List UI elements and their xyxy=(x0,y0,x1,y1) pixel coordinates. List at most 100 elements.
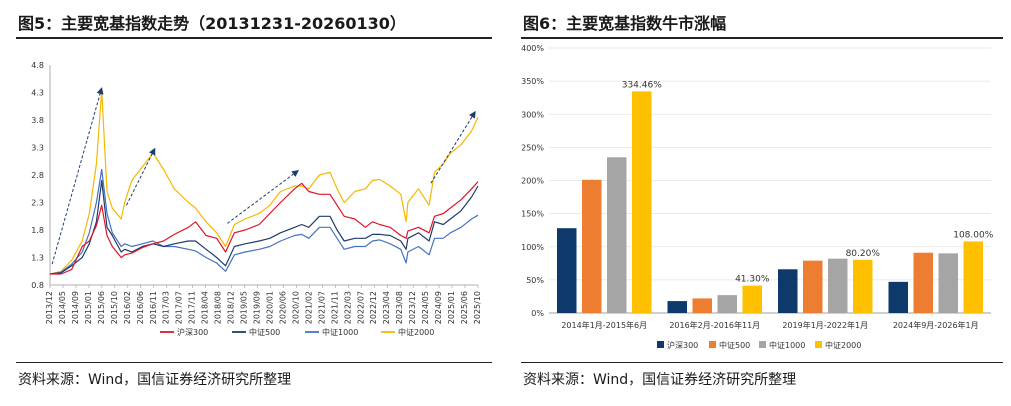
y-tick-label: 200% xyxy=(521,177,544,186)
y-tick-label: 350% xyxy=(521,77,544,86)
zz2000-line xyxy=(49,89,479,275)
x-tick-label: 2021/02 xyxy=(304,291,313,324)
bar xyxy=(667,301,687,313)
x-tick-label: 2014/05 xyxy=(58,291,67,324)
bar xyxy=(582,179,602,313)
legend-swatch xyxy=(657,341,664,348)
category-label: 2019年1月-2022年1月 xyxy=(782,320,868,330)
x-tick-label: 2025/06 xyxy=(460,291,469,324)
bar xyxy=(913,252,933,313)
trend-arrow xyxy=(227,170,299,224)
data-label: 80.20% xyxy=(846,249,881,259)
x-tick-label: 2021/11 xyxy=(330,291,339,324)
bar xyxy=(963,241,983,313)
y-tick-label: 3.3 xyxy=(31,144,44,153)
trend-arrow xyxy=(430,110,476,184)
line-chart: 0.8 1.3 1.8 2.3 2.8 3.3 3.8 4.3 4.8 2013/12 2014/0… xyxy=(31,61,482,337)
x-tick-label: 2017/11 xyxy=(188,291,197,324)
bar xyxy=(607,157,627,313)
legend-label: 中证1000 xyxy=(769,340,805,350)
left-source-rule xyxy=(16,362,492,363)
x-tick-label: 2025/01 xyxy=(447,291,456,324)
y-tick-label: 2.3 xyxy=(31,199,44,208)
bar xyxy=(742,285,762,313)
x-tick-label: 2014/09 xyxy=(71,291,80,324)
legend-swatch xyxy=(815,341,822,348)
x-tick-label: 2018/08 xyxy=(214,291,223,324)
x-tick-label: 2019/09 xyxy=(253,291,262,324)
x-tick-label: 2013/12 xyxy=(45,291,54,324)
x-tick-label: 2024/05 xyxy=(421,291,430,324)
x-tick-label: 2020/01 xyxy=(265,291,274,324)
y-tick-label: 4.3 xyxy=(31,89,44,98)
bar xyxy=(803,260,823,313)
bar xyxy=(888,281,908,313)
x-tick-label: 2017/07 xyxy=(175,291,184,324)
trend-arrow xyxy=(126,147,156,206)
x-tick-label: 2015/10 xyxy=(110,291,119,324)
right-source-rule xyxy=(521,362,1003,363)
data-label: 108.00% xyxy=(953,230,993,240)
zz1000-line xyxy=(49,168,479,275)
x-tick-label: 2018/04 xyxy=(201,291,210,324)
x-tick-label: 2016/11 xyxy=(149,291,158,324)
bar xyxy=(557,228,577,313)
bar xyxy=(853,259,873,313)
legend-label: 中证2000 xyxy=(825,340,861,350)
y-tick-label: 0.8 xyxy=(31,281,44,290)
x-tick-label: 2023/08 xyxy=(395,291,404,324)
trend-arrow xyxy=(51,87,104,265)
left-chart-panel: 图5：主要宽基指数走势（20131231-20260130） 0.8 1.3 1.8… xyxy=(0,0,500,406)
x-tick-label: 2016/06 xyxy=(136,291,145,324)
y-tick-label: 3.8 xyxy=(31,116,44,125)
y-tick-label: 150% xyxy=(521,210,544,219)
x-tick-label: 2019/05 xyxy=(240,291,249,324)
legend-label: 中证500 xyxy=(249,327,280,337)
legend-label: 中证2000 xyxy=(398,327,434,337)
category-label: 2016年2月-2016年11月 xyxy=(669,320,760,330)
bar xyxy=(828,258,848,313)
legend-label: 中证1000 xyxy=(322,327,358,337)
x-tick-label: 2025/10 xyxy=(473,291,482,324)
x-tick-label: 2024/09 xyxy=(434,291,443,324)
x-tick-label: 2018/12 xyxy=(227,291,236,324)
y-tick-label: 4.8 xyxy=(31,61,44,70)
legend-label: 沪深300 xyxy=(177,327,208,337)
y-tick-label: 0% xyxy=(531,309,544,318)
right-source-note: 资料来源：Wind，国信证券经济研究所整理 xyxy=(523,372,797,388)
category-label: 2024年9月-2026年1月 xyxy=(893,320,979,330)
x-tick-label: 2022/07 xyxy=(356,291,365,324)
x-tick-label: 2020/06 xyxy=(278,291,287,324)
right-figure-title: 图6：主要宽基指数牛市涨幅 xyxy=(523,14,727,33)
x-tick-label: 2022/12 xyxy=(369,291,378,324)
x-tick-label: 2017/03 xyxy=(162,291,171,324)
data-label: 41.30% xyxy=(735,275,770,285)
category-label: 2014年1月-2015年6月 xyxy=(561,320,647,330)
x-tick-label: 2016/02 xyxy=(123,291,132,324)
y-tick-label: 1.3 xyxy=(31,254,44,263)
bar xyxy=(778,269,798,313)
y-tick-label: 100% xyxy=(521,243,544,252)
data-label: 334.46% xyxy=(622,80,662,90)
y-tick-label: 300% xyxy=(521,110,544,119)
x-tick-label: 2015/06 xyxy=(97,291,106,324)
left-title-rule xyxy=(16,37,492,39)
y-tick-label: 50% xyxy=(526,276,544,285)
y-tick-label: 250% xyxy=(521,143,544,152)
bar xyxy=(717,295,737,313)
legend-label: 沪深300 xyxy=(667,340,698,350)
left-source-note: 资料来源：Wind，国信证券经济研究所整理 xyxy=(18,372,292,388)
left-figure-title: 图5：主要宽基指数走势（20131231-20260130） xyxy=(18,14,406,33)
right-title-rule xyxy=(521,37,1003,39)
bar-chart: 0% 50% 100% 150% 200% 250% 300% 350% 400% 334.46%… xyxy=(521,44,994,350)
legend-swatch xyxy=(759,341,766,348)
bar xyxy=(938,253,958,313)
legend-swatch xyxy=(709,341,716,348)
bar xyxy=(632,91,652,313)
x-tick-label: 2020/10 xyxy=(291,291,300,324)
x-tick-label: 2021/07 xyxy=(317,291,326,324)
zz500-line xyxy=(49,179,479,275)
x-tick-label: 2015/01 xyxy=(84,291,93,324)
x-tick-label: 2022/03 xyxy=(343,291,352,324)
bar xyxy=(692,298,712,313)
